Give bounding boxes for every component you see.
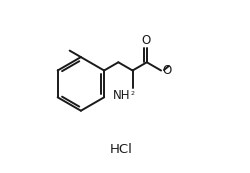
Text: O: O bbox=[141, 34, 150, 47]
Text: HCl: HCl bbox=[110, 143, 133, 156]
Text: $_2$: $_2$ bbox=[130, 89, 136, 98]
Text: NH: NH bbox=[112, 89, 130, 102]
Text: O: O bbox=[162, 64, 171, 77]
